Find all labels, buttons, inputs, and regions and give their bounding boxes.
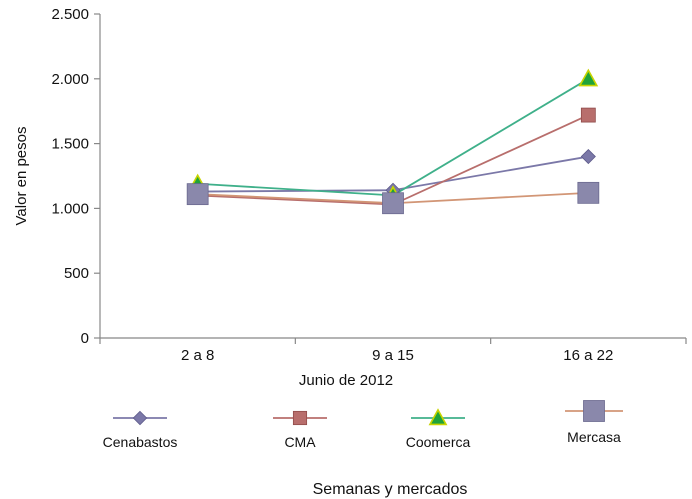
- x-axis-ticks: 2 a 8 9 a 15 16 a 22: [100, 338, 686, 364]
- y-tick-label: 1.000: [51, 200, 89, 217]
- legend-marker-mercasa: [584, 401, 605, 422]
- chart-footer-title: Semanas y mercados: [313, 481, 468, 498]
- data-point-cma: [581, 108, 595, 122]
- data-point-mercasa: [578, 182, 599, 203]
- y-tick-label: 2.500: [51, 6, 89, 23]
- y-tick-label: 0: [81, 330, 89, 347]
- data-point-mercasa: [383, 193, 404, 214]
- y-axis-ticks: 0 500 1.000 1.500 2.000 2.500: [51, 6, 100, 347]
- series-line-coomerca: [198, 79, 589, 196]
- y-axis-title: Valor en pesos: [13, 127, 30, 226]
- data-point-cenabastos: [581, 150, 595, 164]
- x-tick-label: 16 a 22: [563, 347, 613, 364]
- y-tick-label: 1.500: [51, 136, 89, 153]
- series-markers: [187, 70, 599, 213]
- x-axis-title: Junio de 2012: [299, 372, 393, 389]
- legend: Cenabastos CMA Coomerca Mercasa: [103, 401, 623, 451]
- x-tick-label: 2 a 8: [181, 347, 214, 364]
- data-point-coomerca: [580, 70, 597, 85]
- y-tick-label: 2.000: [51, 71, 89, 88]
- y-tick-label: 500: [64, 265, 89, 282]
- legend-label-cma: CMA: [284, 434, 316, 450]
- data-point-mercasa: [187, 184, 208, 205]
- chart-axes: [100, 14, 686, 338]
- legend-marker-cma: [293, 411, 306, 424]
- legend-label-coomerca: Coomerca: [406, 434, 471, 450]
- legend-marker-cenabastos: [133, 411, 146, 424]
- legend-label-cenabastos: Cenabastos: [103, 434, 178, 450]
- x-tick-label: 9 a 15: [372, 347, 414, 364]
- legend-label-mercasa: Mercasa: [567, 429, 621, 445]
